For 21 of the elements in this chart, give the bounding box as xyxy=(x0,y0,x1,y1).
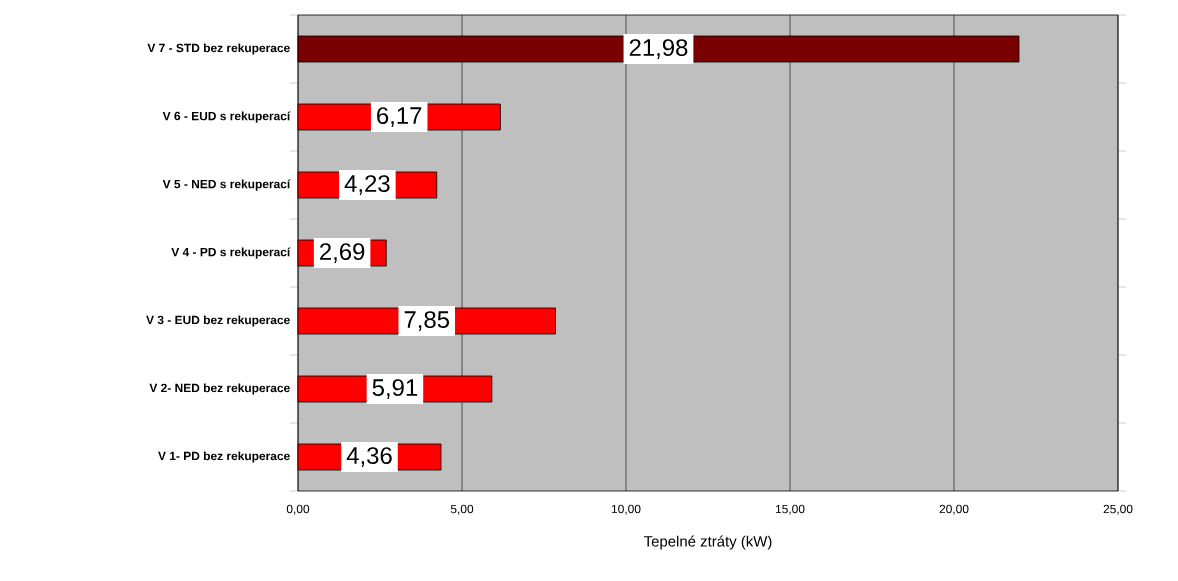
y-tick-label: V 7 - STD bez rekuperace xyxy=(147,43,290,55)
x-tick-label: 25,00 xyxy=(1103,504,1133,515)
data-label: 2,69 xyxy=(320,243,365,263)
data-label: 7,85 xyxy=(404,311,450,331)
data-label: 21,98 xyxy=(629,39,688,59)
x-tick-label: 20,00 xyxy=(939,504,969,515)
x-tick-label: 15,00 xyxy=(775,504,805,515)
data-label: 4,36 xyxy=(346,447,392,467)
x-tick-label: 10,00 xyxy=(611,504,641,515)
y-tick-label: V 5 - NED s rekuperací xyxy=(162,179,291,191)
x-axis-title: Tepelné ztráty (kW) xyxy=(643,535,772,550)
y-tick-label: V 3 - EUD bez rekuperace xyxy=(146,315,290,327)
data-label: 6,17 xyxy=(377,107,422,127)
x-tick-label: 0,00 xyxy=(286,504,310,515)
y-tick-label: V 4 - PD s rekuperací xyxy=(171,247,291,259)
y-tick-label: V 6 - EUD s rekuperací xyxy=(162,111,291,123)
x-tick-label: 5,00 xyxy=(450,504,474,515)
y-tick-label: V 2- NED bez rekuperace xyxy=(149,383,290,395)
data-label: 5,91 xyxy=(372,379,418,399)
data-label: 4,23 xyxy=(344,175,390,195)
y-tick-label: V 1- PD bez rekuperace xyxy=(158,451,290,463)
